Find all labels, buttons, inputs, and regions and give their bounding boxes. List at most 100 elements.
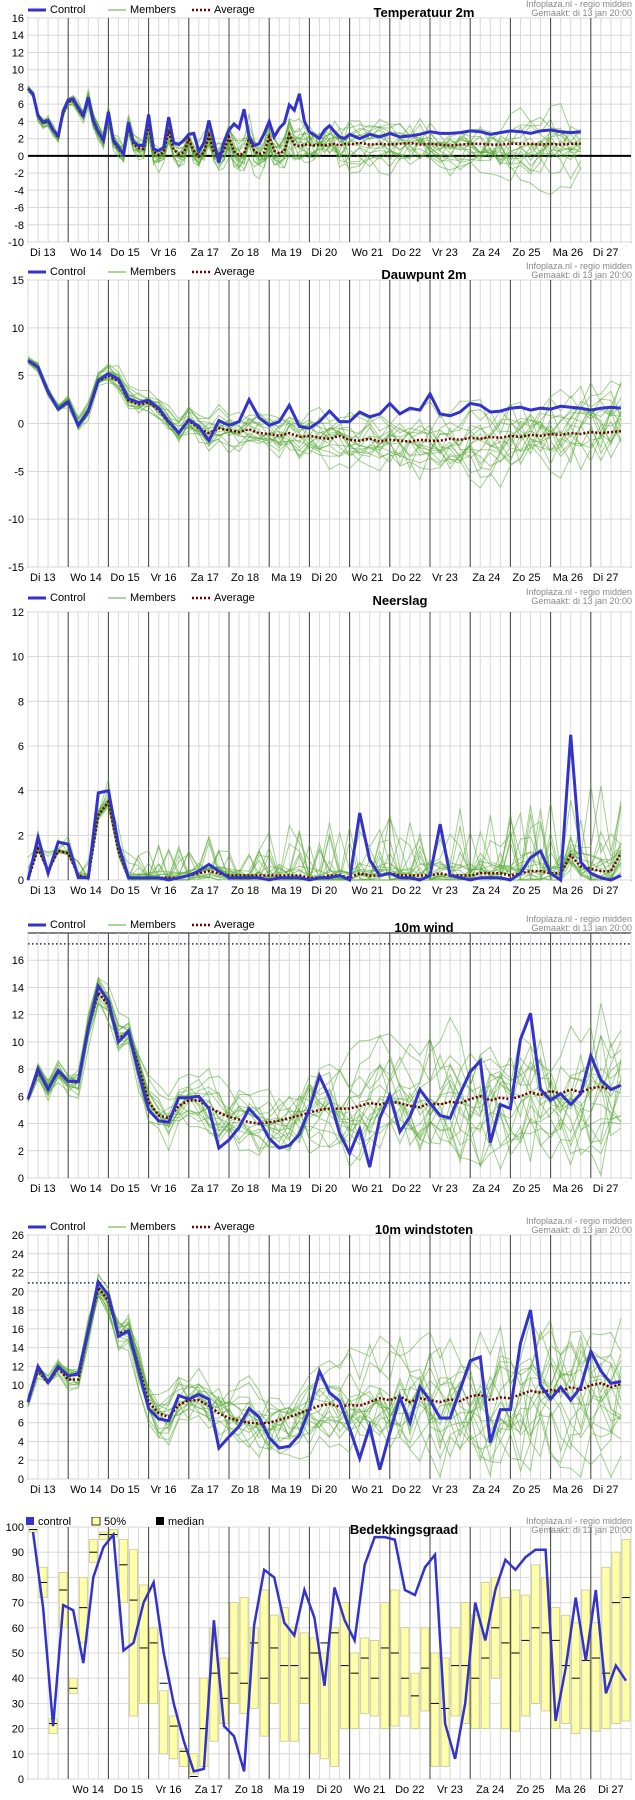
x-tick-label: Di 20 — [311, 1183, 337, 1195]
x-tick-label: Za 24 — [476, 1784, 504, 1796]
y-tick-label: 8 — [18, 696, 24, 708]
y-tick-label: 50 — [12, 1648, 24, 1660]
spread-box — [68, 1677, 78, 1694]
member-series-line — [27, 1272, 622, 1473]
legend-label-control: Control — [50, 592, 85, 604]
y-tick-label: -2 — [14, 168, 24, 180]
y-tick-label: 12 — [12, 47, 24, 59]
x-tick-label: Ma 19 — [271, 572, 302, 584]
credit-line-1: Infoplaza.nl - regio midden — [526, 588, 632, 597]
y-tick-label: 40 — [12, 1673, 24, 1685]
x-tick-label: Do 22 — [395, 1784, 424, 1796]
control-series-line — [26, 734, 622, 883]
y-tick-label: -4 — [14, 185, 24, 197]
x-tick-label: Wo 21 — [352, 572, 384, 584]
x-tick-label: Zo 25 — [516, 1784, 544, 1796]
y-tick-label: 80 — [12, 1572, 24, 1584]
y-tick-label: 15 — [12, 275, 24, 287]
x-tick-label: Do 15 — [114, 1784, 143, 1796]
x-tick-label: Vr 16 — [151, 572, 177, 584]
y-tick-label: 6 — [18, 741, 24, 753]
spread-box — [330, 1627, 339, 1767]
chart-title: 10m wind — [394, 920, 453, 935]
x-tick-label: Za 17 — [195, 1784, 223, 1796]
x-tick-label: Za 17 — [191, 1484, 219, 1496]
x-tick-label: Do 22 — [392, 885, 421, 897]
member-series-line — [27, 358, 622, 464]
y-tick-label: 8 — [18, 1064, 24, 1076]
y-tick-label: 10 — [12, 1380, 24, 1392]
y-tick-label: 4 — [18, 786, 24, 798]
y-tick-label: 70 — [12, 1598, 24, 1610]
member-series-line — [27, 1000, 622, 1134]
x-tick-label: Za 24 — [472, 1183, 500, 1195]
legend-label-members: Members — [130, 266, 176, 278]
x-tick-label: Di 27 — [593, 572, 619, 584]
x-tick-label: Zo 25 — [512, 247, 540, 259]
credit-line-1: Infoplaza.nl - regio midden — [526, 262, 632, 271]
spread-box — [430, 1652, 440, 1767]
y-tick-label: 10 — [12, 323, 24, 335]
x-tick-label: Zo 25 — [512, 572, 540, 584]
panel-temperature: -10 -8 -6 -4 -2 0 2 4 6 8 10 12 14 16 Di 13 Wo 14 Do 15 V… — [0, 0, 635, 262]
panel-wind: 0 2 4 6 8 10 12 14 16 Di 13 Wo 14 Do 15 Vr 16 Za 17 Zo… — [0, 915, 635, 1217]
x-tick-label: Di 20 — [311, 1484, 337, 1496]
member-series-line — [27, 1290, 622, 1446]
x-tick-label: Ma 26 — [553, 1484, 584, 1496]
spread-box — [390, 1589, 400, 1727]
y-tick-label: 10 — [12, 1749, 24, 1761]
spread-box — [139, 1584, 149, 1704]
x-tick-label: Di 13 — [30, 247, 56, 259]
x-tick-label: Di 13 — [30, 572, 56, 584]
member-series-line — [27, 359, 622, 478]
spread-box — [350, 1652, 360, 1729]
y-tick-label: 0 — [18, 151, 24, 163]
y-tick-label: 2 — [18, 830, 24, 842]
x-tick-label: Ma 19 — [271, 247, 302, 259]
x-tick-label: Vr 23 — [437, 1784, 463, 1796]
x-tick-label: Di 27 — [593, 247, 619, 259]
temperature-chart: -10 -8 -6 -4 -2 0 2 4 6 8 10 12 14 16 Di 13 Wo 14 Do 15 V… — [8, 0, 632, 259]
x-tick-label: Wo 14 — [70, 572, 102, 584]
x-tick-label: Di 13 — [30, 885, 56, 897]
y-tick-label: 16 — [12, 1324, 24, 1336]
x-tick-label: Za 17 — [191, 572, 219, 584]
credit-line-1: Infoplaza.nl - regio midden — [526, 0, 632, 9]
y-tick-label: 12 — [12, 1010, 24, 1022]
x-tick-label: Zo 25 — [512, 1484, 540, 1496]
y-tick-label: 4 — [18, 116, 24, 128]
x-tick-label: Ma 26 — [553, 572, 584, 584]
credit-line-1: Infoplaza.nl - regio midden — [526, 1217, 632, 1226]
x-tick-label: Di 13 — [30, 1183, 56, 1195]
spread-box — [78, 1577, 88, 1644]
member-series-line — [27, 977, 622, 1159]
spread-box — [380, 1602, 390, 1729]
spread-box — [320, 1652, 329, 1760]
y-tick-label: -6 — [14, 203, 24, 215]
panel-dewpoint: -15 -10 -5 0 5 10 15 Di 13 Wo 14 Do 15 Vr 16 Za 17 Z… — [0, 262, 635, 588]
legend-label-box: 50% — [104, 1517, 126, 1528]
x-tick-label: Za 24 — [472, 1484, 500, 1496]
spread-box — [129, 1549, 138, 1717]
wind-chart: 0 2 4 6 8 10 12 14 16 Di 13 Wo 14 Do 15 Vr 16 Za 17 Zo… — [12, 915, 632, 1195]
member-series-line — [27, 1289, 622, 1450]
x-tick-label: Wo 14 — [70, 1183, 102, 1195]
chart-title: Bedekkingsgraad — [350, 1522, 458, 1537]
y-tick-label: 14 — [12, 1343, 24, 1355]
y-tick-label: 12 — [12, 607, 24, 619]
y-tick-label: 6 — [18, 1091, 24, 1103]
y-tick-label: 16 — [12, 955, 24, 967]
member-series-line — [27, 976, 622, 1155]
x-tick-label: Wo 14 — [70, 885, 102, 897]
member-series-line — [27, 1281, 622, 1423]
x-tick-label: Vr 16 — [156, 1784, 182, 1796]
legend-swatch-box — [91, 1517, 101, 1526]
legend-label-median: median — [168, 1517, 204, 1528]
x-tick-label: Wo 14 — [70, 1484, 102, 1496]
x-tick-label: Di 20 — [317, 1784, 343, 1796]
spread-box — [169, 1715, 179, 1760]
spread-box — [601, 1566, 611, 1729]
spread-box — [400, 1627, 410, 1717]
y-tick-label: 8 — [18, 82, 24, 94]
